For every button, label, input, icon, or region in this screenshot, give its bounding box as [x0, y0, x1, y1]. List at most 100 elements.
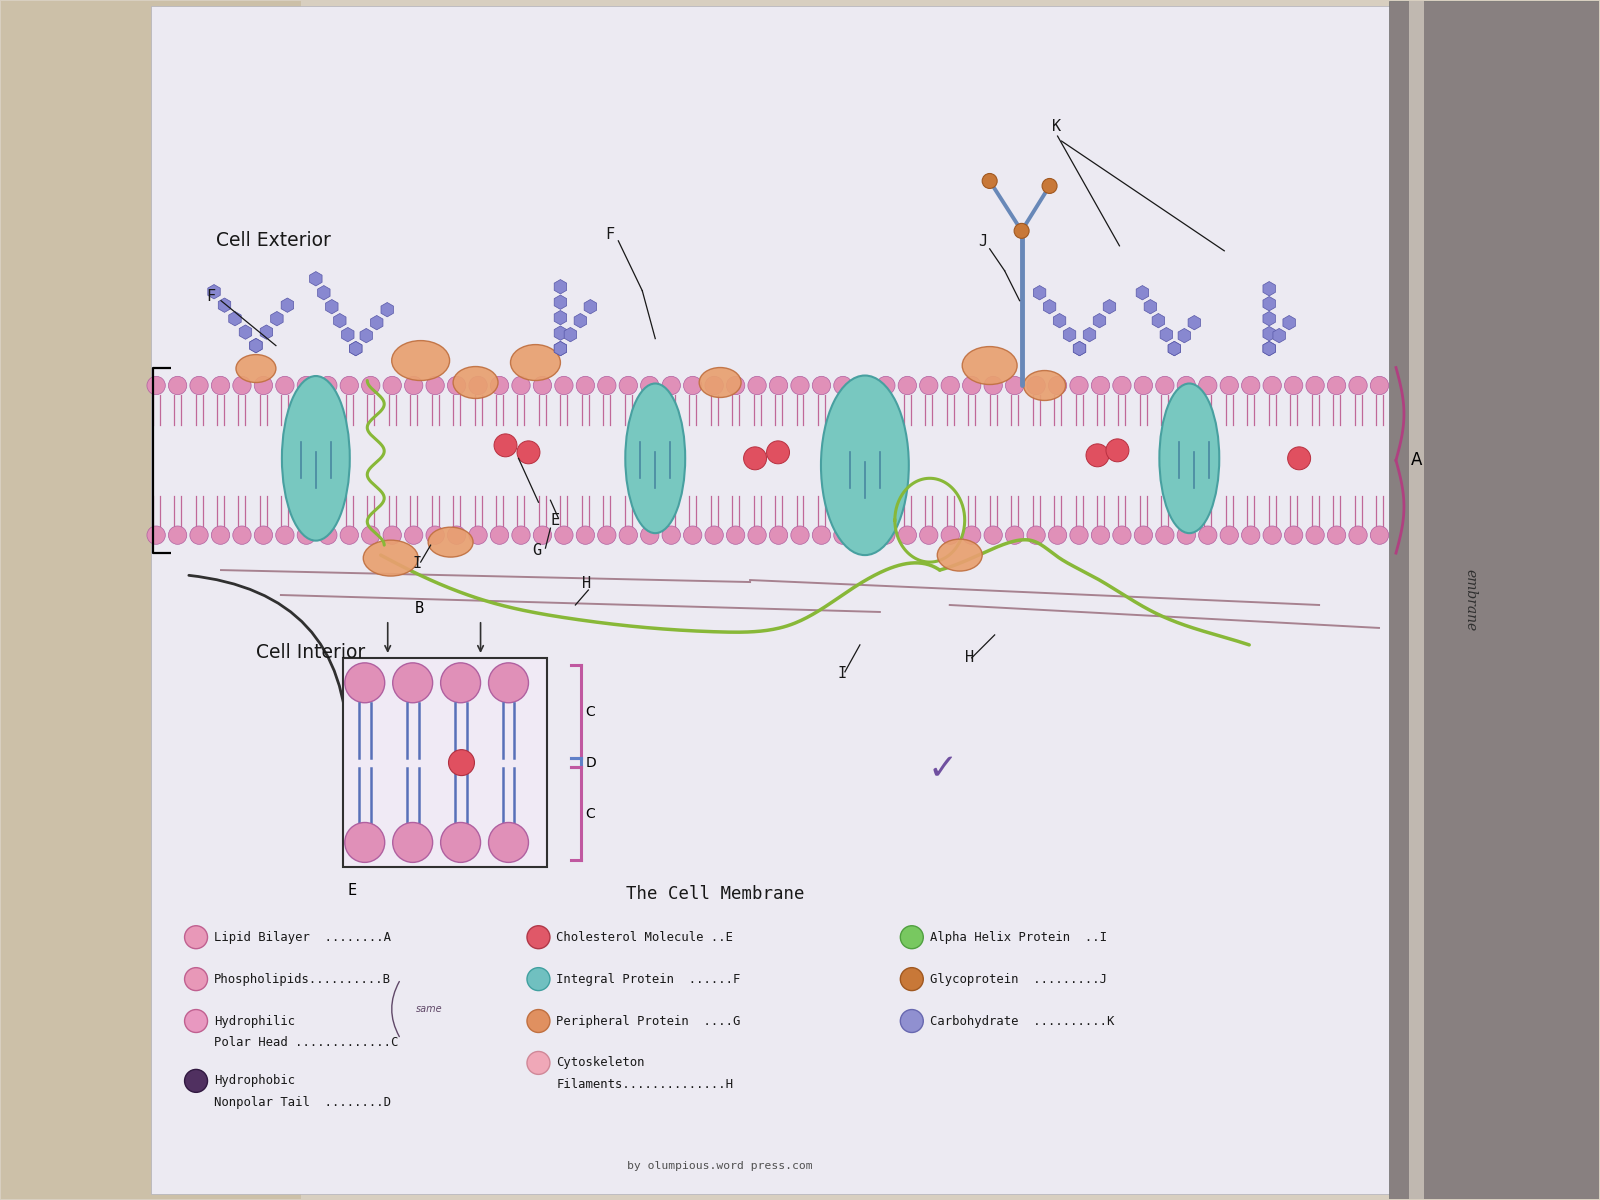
Text: Cholesterol Molecule ..E: Cholesterol Molecule ..E [557, 931, 733, 943]
Circle shape [1349, 377, 1368, 395]
Circle shape [1370, 377, 1389, 395]
Circle shape [598, 377, 616, 395]
Text: Cell Exterior: Cell Exterior [216, 230, 331, 250]
Circle shape [232, 377, 251, 395]
Circle shape [392, 822, 432, 863]
Circle shape [662, 526, 680, 545]
Circle shape [834, 526, 853, 545]
Circle shape [232, 526, 251, 545]
Circle shape [168, 377, 187, 395]
Circle shape [426, 377, 445, 395]
Circle shape [856, 377, 874, 395]
Text: Alpha Helix Protein  ..I: Alpha Helix Protein ..I [930, 931, 1107, 943]
Circle shape [1005, 526, 1024, 545]
Text: Hydrophilic: Hydrophilic [214, 1014, 294, 1027]
Text: Integral Protein  ......F: Integral Protein ......F [557, 973, 741, 985]
Circle shape [1155, 526, 1174, 545]
Circle shape [770, 526, 787, 545]
Circle shape [526, 1009, 550, 1032]
Text: embrane: embrane [1464, 569, 1478, 631]
Circle shape [706, 377, 723, 395]
Text: I: I [413, 556, 422, 571]
Circle shape [190, 526, 208, 545]
Ellipse shape [392, 341, 450, 380]
Text: Carbohydrate  ..........K: Carbohydrate ..........K [930, 1014, 1114, 1027]
Circle shape [1091, 377, 1110, 395]
Text: K: K [1051, 119, 1061, 134]
Circle shape [1178, 377, 1195, 395]
Ellipse shape [282, 376, 350, 541]
Circle shape [813, 526, 830, 545]
Circle shape [1178, 526, 1195, 545]
Circle shape [901, 925, 923, 949]
Text: Cytoskeleton: Cytoskeleton [557, 1056, 645, 1069]
Circle shape [1070, 377, 1088, 395]
Circle shape [382, 377, 402, 395]
Ellipse shape [1160, 384, 1219, 533]
Circle shape [1070, 526, 1088, 545]
Circle shape [184, 1069, 208, 1092]
Circle shape [555, 526, 573, 545]
Circle shape [1106, 439, 1130, 462]
Circle shape [512, 377, 530, 395]
Circle shape [790, 526, 810, 545]
Circle shape [877, 377, 894, 395]
Text: H: H [582, 576, 592, 592]
Circle shape [440, 662, 480, 703]
Circle shape [813, 377, 830, 395]
Circle shape [576, 526, 595, 545]
Circle shape [469, 526, 488, 545]
Bar [342, 658, 547, 868]
Circle shape [770, 377, 787, 395]
Circle shape [877, 526, 894, 545]
Circle shape [963, 526, 981, 545]
Circle shape [640, 526, 659, 545]
Circle shape [1091, 526, 1110, 545]
Circle shape [683, 377, 702, 395]
Circle shape [1112, 526, 1131, 545]
Circle shape [706, 526, 723, 545]
Circle shape [147, 377, 165, 395]
Text: Nonpolar Tail  ........D: Nonpolar Tail ........D [214, 1097, 390, 1109]
Circle shape [1134, 526, 1152, 545]
Circle shape [1027, 377, 1045, 395]
Text: Hydrophobic: Hydrophobic [214, 1074, 294, 1087]
Circle shape [898, 377, 917, 395]
Circle shape [526, 1051, 550, 1074]
Circle shape [744, 446, 766, 470]
Circle shape [1262, 377, 1282, 395]
Circle shape [598, 526, 616, 545]
Circle shape [448, 750, 475, 775]
Circle shape [533, 377, 552, 395]
Circle shape [490, 526, 509, 545]
Text: H: H [965, 650, 974, 665]
Circle shape [1306, 377, 1325, 395]
Circle shape [275, 526, 294, 545]
Text: C: C [586, 806, 595, 821]
Text: G: G [533, 544, 541, 558]
Circle shape [318, 526, 338, 545]
Circle shape [405, 377, 422, 395]
Ellipse shape [962, 347, 1018, 384]
Circle shape [747, 377, 766, 395]
Circle shape [184, 1009, 208, 1032]
Circle shape [405, 526, 422, 545]
Circle shape [640, 377, 659, 395]
Circle shape [190, 377, 208, 395]
Circle shape [469, 377, 488, 395]
Circle shape [512, 526, 530, 545]
Circle shape [920, 526, 938, 545]
Circle shape [494, 434, 517, 457]
Circle shape [1048, 526, 1067, 545]
Ellipse shape [938, 539, 982, 571]
Circle shape [344, 822, 384, 863]
Circle shape [1198, 526, 1218, 545]
Circle shape [1048, 377, 1067, 395]
Circle shape [426, 526, 445, 545]
Circle shape [168, 526, 187, 545]
Ellipse shape [510, 344, 560, 380]
Text: Glycoprotein  .........J: Glycoprotein .........J [930, 973, 1107, 985]
Circle shape [440, 822, 480, 863]
Circle shape [790, 377, 810, 395]
Circle shape [901, 967, 923, 990]
